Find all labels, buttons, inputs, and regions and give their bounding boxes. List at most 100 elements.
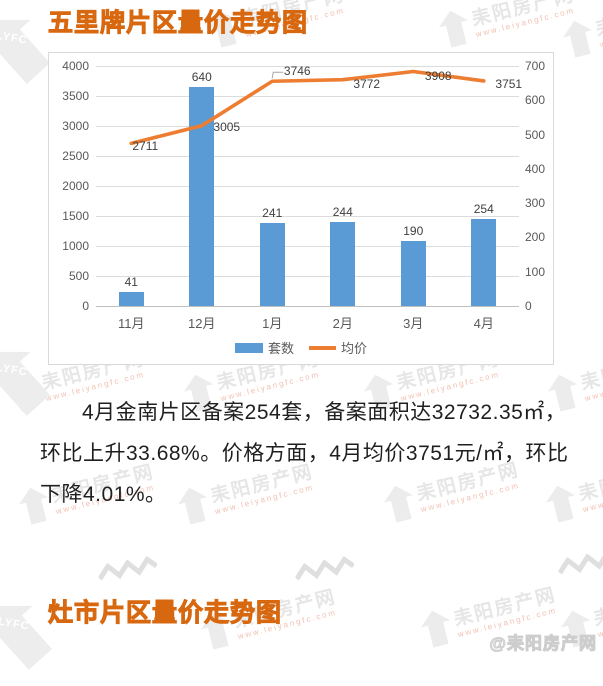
watermark-house-icon	[0, 605, 53, 670]
watermark-house-icon	[183, 374, 214, 412]
bar-1月	[259, 223, 285, 306]
label-leader-line	[271, 71, 284, 79]
bar-value-label: 241	[262, 206, 283, 221]
bar-4月	[471, 218, 497, 306]
bar-2月	[330, 222, 356, 306]
legend-line-swatch-icon	[309, 345, 336, 350]
watermark-brand-tile: 耒阳房产网 www.leiyangfc.com	[435, 0, 579, 50]
watermark-brand-tile: 耒阳房产网 www.leiyangfc.com	[180, 344, 324, 415]
watermark-brand-tile: 耒阳房产网 www.leiyangfc.com	[360, 344, 504, 415]
brand-credit-badge: @耒阳房产网	[489, 634, 597, 654]
grid-line	[96, 66, 519, 67]
watermark-zigzag-icon	[556, 549, 603, 582]
y-axis-label-right: 300	[525, 196, 546, 211]
watermark-house-icon	[547, 374, 578, 412]
watermark-zigzag-icon	[293, 555, 356, 588]
watermark-house-icon	[200, 612, 231, 650]
watermark-house-icon	[363, 374, 394, 412]
watermark-house-icon	[560, 610, 591, 648]
y-axis-label-right: 700	[525, 59, 546, 73]
y-axis-label-left: 3500	[62, 89, 89, 103]
grid-line	[96, 96, 519, 97]
y-axis-label-left: 4000	[62, 59, 89, 73]
watermark-brand-tile: 耒阳房产网 www.leiyangfc.com	[544, 344, 603, 415]
watermark-house-icon	[562, 20, 593, 58]
watermark-house-icon	[0, 351, 51, 416]
x-axis-label: 1月	[262, 316, 283, 331]
watermark-zigzag-icon	[96, 555, 159, 588]
y-axis-label-left: 1500	[62, 209, 89, 223]
x-axis-label: 4月	[473, 316, 494, 331]
line-value-label: 3772	[353, 76, 381, 91]
watermark-brand-tile: 耒阳房产网 www.leiyangfc.com	[542, 455, 603, 526]
price-volume-chart: 4000 3500 3000 2500 2000 1500 1000 500 0 700 600 50…	[48, 52, 554, 365]
line-value-label: 3908	[424, 68, 452, 83]
bar-value-label: 41	[124, 274, 138, 289]
bar-3月	[400, 240, 426, 306]
y-axis-label-left: 2500	[62, 149, 89, 163]
line-value-label: 2711	[132, 139, 159, 154]
grid-line	[96, 306, 519, 307]
x-axis-label: 11月	[118, 316, 145, 331]
watermark-brand-text: 耒阳房产网	[576, 459, 603, 506]
y-axis-label-right: 100	[525, 264, 546, 279]
watermark-logo-house: LYFC	[0, 329, 67, 432]
watermark-layer: 耒阳房产网 www.leiyangfc.com 耒阳房产网 www.leiyangfc…	[0, 0, 603, 670]
watermark-house-icon	[420, 610, 451, 648]
watermark-brand-tile: 耒阳房产网 www.leiyangfc.com	[197, 582, 341, 653]
y-axis-label-right: 0	[525, 299, 532, 313]
line-value-label: 3005	[213, 119, 241, 134]
watermark-brand-tile: 耒阳房产网 www.leiyangfc.com	[559, 0, 603, 60]
bar-value-label: 190	[403, 223, 424, 238]
y-axis-label-left: 500	[68, 269, 89, 283]
bar-11月	[118, 291, 144, 306]
y-axis-label-right: 500	[525, 127, 546, 142]
y-axis-label-right: 400	[525, 161, 546, 176]
legend-label-units: 套数	[267, 341, 294, 356]
legend-label-avg-price: 均价	[341, 341, 368, 356]
x-axis-label: 2月	[332, 316, 353, 331]
bar-value-label: 244	[332, 205, 353, 220]
watermark-brand-tile: 耒阳房产网 www.leiyangfc.com	[380, 455, 524, 526]
watermark-brand-tile: 耒阳房产网 www.leiyangfc.com	[417, 580, 561, 651]
summary-text: 4月金南片区备案254套，备案面积达32732.35㎡，环比上升33.68%。价…	[40, 401, 569, 506]
grid-line	[96, 186, 519, 187]
line-value-label: 3746	[283, 64, 311, 79]
grid-line	[96, 276, 519, 277]
watermark-house-icon	[383, 485, 414, 523]
watermark-house-icon	[545, 485, 576, 523]
watermark-brand-text: 耒阳房产网	[591, 584, 603, 631]
watermark-house-icon	[0, 19, 51, 84]
grid-line	[96, 156, 519, 157]
watermark-logo-house: LYFC	[0, 0, 67, 100]
bar-12月	[189, 86, 215, 306]
page-title: 五里牌片区量价走势图	[47, 9, 309, 38]
watermark-brand-text: 耒阳房产网	[578, 348, 603, 395]
legend-bar-swatch-icon	[234, 342, 263, 353]
y-axis-label-right: 200	[525, 230, 546, 245]
bar-value-label: 254	[473, 201, 494, 216]
watermark-house-icon	[177, 487, 208, 525]
x-axis-label: 3月	[403, 316, 424, 331]
y-axis-label-right: 600	[525, 93, 546, 108]
y-axis-label-left: 3000	[62, 119, 89, 133]
watermark-logo-house: LYFC	[0, 583, 69, 686]
watermark-brand-tile: 耒阳房产网 www.leiyangfc.com	[205, 0, 349, 50]
bar-value-label: 640	[191, 69, 212, 84]
watermark-brand-tile: 耒阳房产网 www.leiyangfc.com	[557, 580, 603, 651]
watermark-brand-tile: 耒阳房产网 www.leiyangfc.com	[15, 457, 159, 528]
grid-line	[96, 216, 519, 217]
y-axis-label-left: 2000	[62, 179, 89, 193]
grid-line	[96, 246, 519, 247]
watermark-brand-text: 耒阳房产网	[593, 0, 603, 41]
watermark-brand-tile: 耒阳房产网 www.leiyangfc.com	[174, 457, 318, 528]
watermark-house-icon	[438, 10, 469, 48]
watermark-house-icon	[18, 487, 49, 525]
line-value-label: 3751	[495, 76, 523, 91]
y-axis-label-left: 1000	[62, 239, 89, 253]
grid-line	[96, 126, 519, 127]
section-title-zaoshi: 灶市片区量价走势图	[47, 599, 283, 628]
chart-legend: 套数 均价	[49, 338, 553, 357]
watermark-house-icon	[208, 10, 239, 48]
y-axis-label-left: 0	[82, 299, 89, 313]
